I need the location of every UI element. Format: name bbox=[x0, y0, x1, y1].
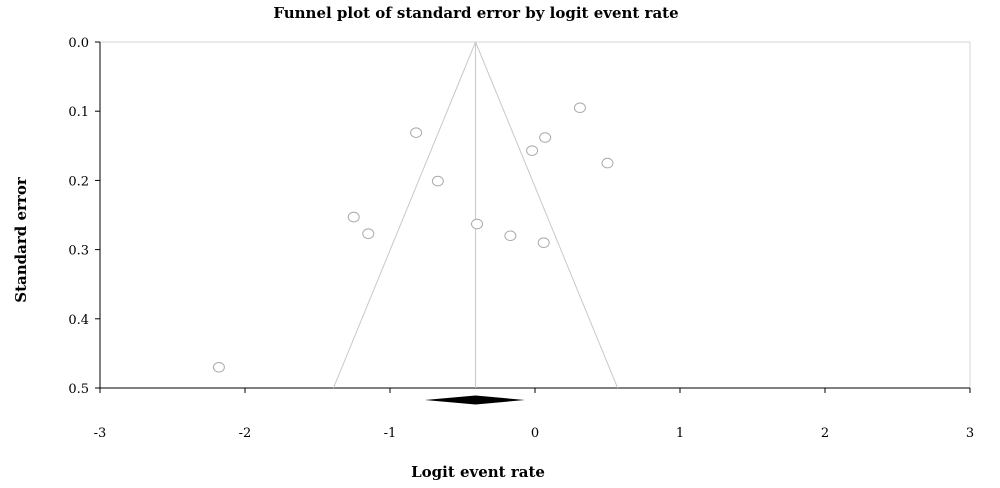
y-tick-label: 0.0 bbox=[68, 36, 89, 51]
y-axis-label: Standard error bbox=[12, 176, 30, 303]
funnel-left-line bbox=[332, 41, 477, 389]
study-points bbox=[212, 102, 614, 373]
x-tick-label: -3 bbox=[94, 426, 107, 441]
y-tick-label: 0.2 bbox=[68, 174, 89, 189]
funnel-right-line bbox=[475, 41, 619, 389]
study-point bbox=[471, 218, 483, 230]
x-tick-label: -1 bbox=[384, 426, 397, 441]
y-axis-ticks: 0.0 0.1 0.2 0.3 0.4 0.5 bbox=[68, 36, 100, 397]
y-tick-label: 0.1 bbox=[68, 105, 89, 120]
funnel-lines bbox=[332, 41, 619, 389]
x-tick-label: 2 bbox=[821, 426, 829, 441]
x-tick-label: 1 bbox=[676, 426, 684, 441]
study-point bbox=[539, 132, 552, 143]
study-point bbox=[212, 361, 225, 373]
x-tick-label: -2 bbox=[239, 426, 252, 441]
x-tick-label: 3 bbox=[966, 426, 974, 441]
study-point bbox=[573, 102, 586, 114]
y-tick-label: 0.3 bbox=[68, 244, 89, 259]
y-tick-label: 0.5 bbox=[68, 382, 89, 397]
plot-area-frame bbox=[99, 41, 971, 389]
chart-title: Funnel plot of standard error by logit e… bbox=[273, 4, 678, 22]
study-point bbox=[504, 230, 517, 242]
study-point bbox=[601, 157, 614, 169]
study-point bbox=[431, 175, 444, 187]
x-axis-label: Logit event rate bbox=[411, 463, 545, 481]
summary-diamond bbox=[424, 395, 525, 405]
study-point bbox=[362, 228, 375, 239]
y-tick-label: 0.4 bbox=[68, 313, 89, 328]
x-axis-ticks: -3 -2 -1 0 1 2 3 bbox=[94, 388, 974, 441]
study-point bbox=[410, 127, 423, 138]
study-point bbox=[526, 145, 539, 156]
study-point bbox=[537, 237, 550, 248]
x-tick-label: 0 bbox=[531, 426, 539, 441]
study-point bbox=[347, 211, 360, 223]
